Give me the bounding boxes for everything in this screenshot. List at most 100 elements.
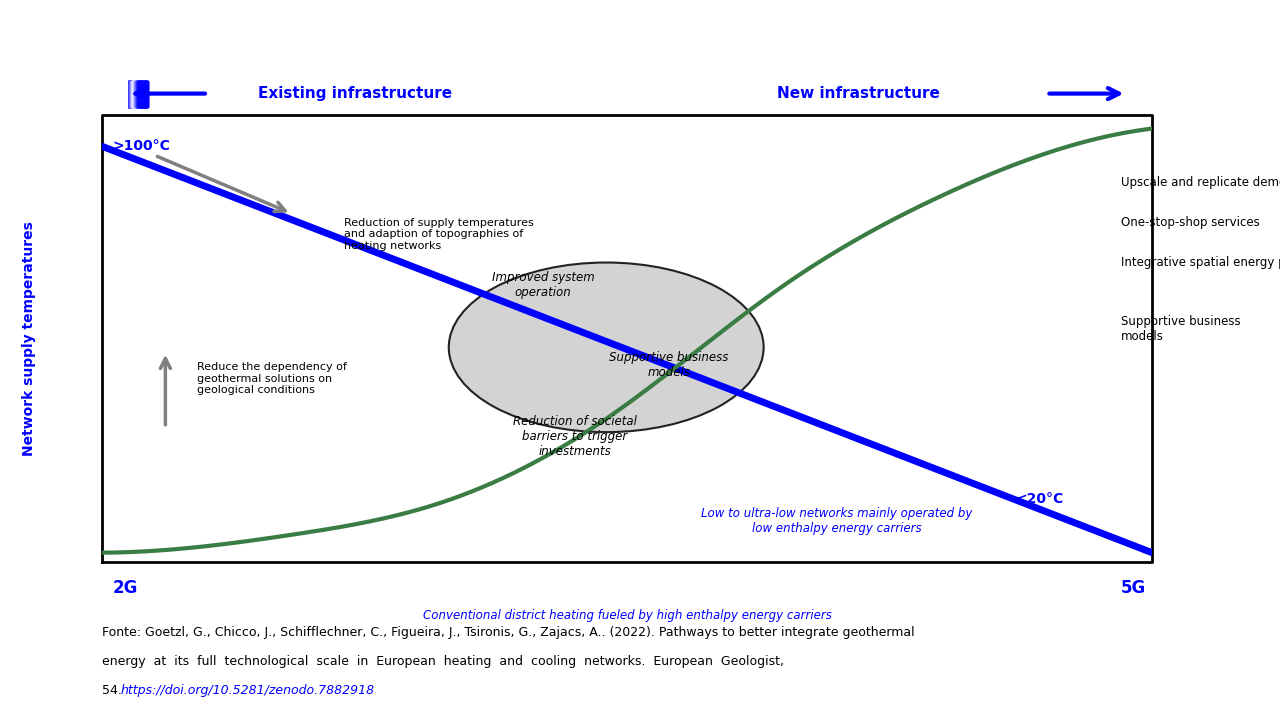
Bar <box>136 81 146 107</box>
Text: Supportive business
models: Supportive business models <box>609 351 728 379</box>
Ellipse shape <box>449 263 764 432</box>
Bar <box>136 81 146 107</box>
Bar <box>131 81 141 107</box>
Text: Existing infrastructure: Existing infrastructure <box>257 86 452 101</box>
Text: <20°C: <20°C <box>1015 492 1064 506</box>
Bar <box>133 81 143 107</box>
Bar <box>134 81 143 107</box>
Bar <box>129 81 138 107</box>
Text: Reduction of societal
barriers to trigger
investments: Reduction of societal barriers to trigge… <box>513 415 636 458</box>
Text: Improved system
operation: Improved system operation <box>492 271 595 299</box>
Bar <box>132 81 142 107</box>
Bar <box>138 81 147 107</box>
Bar <box>137 81 147 107</box>
Bar <box>129 81 140 107</box>
Text: 54.: 54. <box>102 684 127 697</box>
Text: Fonte: Goetzl, G., Chicco, J., Schifflechner, C., Figueira, J., Tsironis, G., Za: Fonte: Goetzl, G., Chicco, J., Schifflec… <box>102 626 915 639</box>
Bar <box>136 81 146 107</box>
Bar <box>134 81 145 107</box>
Bar <box>132 81 142 107</box>
Bar <box>138 81 147 107</box>
Text: Network supply temperatures: Network supply temperatures <box>22 221 36 456</box>
Bar <box>131 81 141 107</box>
Bar <box>129 81 138 107</box>
Bar <box>131 81 141 107</box>
Bar <box>132 81 141 107</box>
Bar <box>137 81 147 107</box>
Bar <box>137 81 147 107</box>
Text: New infrastructure: New infrastructure <box>777 86 940 101</box>
Bar <box>132 81 142 107</box>
Bar <box>134 81 145 107</box>
Bar <box>131 81 141 107</box>
Bar <box>133 81 143 107</box>
Bar <box>133 81 143 107</box>
Bar <box>133 81 143 107</box>
Text: Upscale and replicate demos: Upscale and replicate demos <box>1120 176 1280 189</box>
Text: Integrative spatial energy planning: Integrative spatial energy planning <box>1120 256 1280 269</box>
Bar <box>131 81 141 107</box>
Bar <box>133 81 143 107</box>
Bar <box>128 81 138 107</box>
Bar <box>133 81 143 107</box>
Text: One-stop-shop services: One-stop-shop services <box>1120 216 1260 229</box>
Bar <box>136 81 146 107</box>
Bar <box>131 81 140 107</box>
Text: energy  at  its  full  technological  scale  in  European  heating  and  cooling: energy at its full technological scale i… <box>102 655 785 668</box>
Bar <box>137 81 147 107</box>
Bar <box>137 81 147 107</box>
Bar <box>128 81 138 107</box>
Bar <box>136 81 145 107</box>
Bar <box>137 81 147 107</box>
Text: Low to ultra-low networks mainly operated by
low enthalpy energy carriers: Low to ultra-low networks mainly operate… <box>701 508 973 536</box>
Bar <box>129 81 140 107</box>
Bar <box>133 81 142 107</box>
Bar <box>128 81 138 107</box>
Bar <box>134 81 145 107</box>
Bar <box>129 81 140 107</box>
Bar <box>129 81 140 107</box>
Bar <box>136 81 146 107</box>
Bar <box>131 81 141 107</box>
Bar <box>134 81 145 107</box>
Bar <box>137 81 147 107</box>
Bar <box>128 81 138 107</box>
Bar <box>134 81 145 107</box>
Bar <box>128 81 138 107</box>
Bar <box>132 81 142 107</box>
Bar <box>132 81 141 107</box>
Bar <box>131 81 141 107</box>
Bar <box>129 81 140 107</box>
Bar <box>132 81 142 107</box>
Bar <box>133 81 143 107</box>
Text: 2G: 2G <box>113 580 138 598</box>
Bar <box>136 81 146 107</box>
Bar <box>133 81 142 107</box>
Bar <box>136 81 146 107</box>
Text: >100°C: >100°C <box>113 140 170 153</box>
Bar <box>134 81 143 107</box>
Bar <box>129 81 140 107</box>
Bar <box>133 81 143 107</box>
Bar <box>132 81 142 107</box>
Bar <box>136 81 146 107</box>
Bar <box>132 81 142 107</box>
Bar <box>128 81 138 107</box>
Text: Supportive business
models: Supportive business models <box>1120 315 1240 343</box>
Bar <box>137 81 147 107</box>
Text: https://doi.org/10.5281/zenodo.7882918: https://doi.org/10.5281/zenodo.7882918 <box>120 684 375 697</box>
Bar <box>129 81 140 107</box>
Bar <box>131 81 141 107</box>
Bar <box>137 81 147 107</box>
Bar <box>136 81 145 107</box>
Bar <box>129 81 140 107</box>
Bar <box>134 81 143 107</box>
Bar <box>137 81 147 107</box>
Bar <box>137 81 146 107</box>
Bar <box>128 81 138 107</box>
Text: Conventional district heating fueled by high enthalpy energy carriers: Conventional district heating fueled by … <box>422 608 832 621</box>
Bar <box>131 81 141 107</box>
Bar <box>132 81 142 107</box>
Bar <box>134 81 145 107</box>
Bar <box>134 81 145 107</box>
